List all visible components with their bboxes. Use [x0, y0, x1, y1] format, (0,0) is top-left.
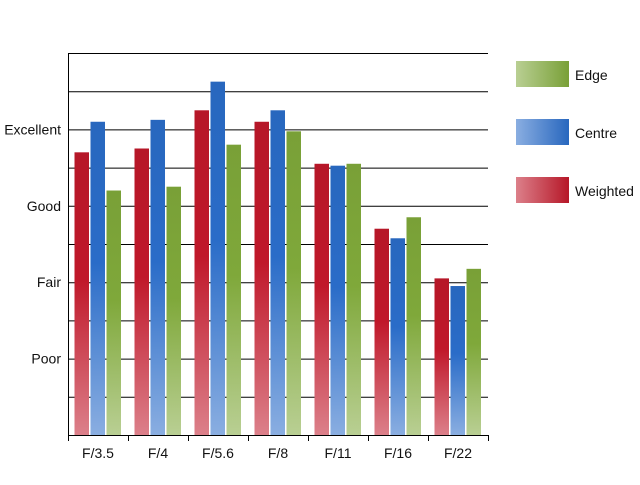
bar-edge-f-11 [346, 163, 361, 435]
x-tick-label-f-16: F/16 [384, 445, 412, 461]
y-tick-label-poor: Poor [31, 351, 61, 367]
bar-centre-f-11 [330, 165, 345, 435]
bar-edge-f-22 [466, 268, 481, 435]
bar-edge-f-5-6 [226, 144, 241, 435]
bar-weighted-f-4 [134, 148, 149, 435]
x-tick-labels: F/3.5 F/4 F/5.6 F/8 F/11 F/16 F/22 [82, 445, 472, 461]
legend-swatch-weighted [516, 177, 569, 203]
legend-label-edge: Edge [575, 67, 608, 83]
bar-centre-f-3-5 [90, 121, 105, 435]
y-tick-label-fair: Fair [37, 274, 61, 290]
x-tick-label-f-11: F/11 [325, 445, 352, 461]
bar-weighted-f-3-5 [74, 152, 89, 435]
bar-centre-f-22 [450, 286, 465, 435]
axes [68, 53, 489, 441]
x-tick-label-f-3-5: F/3.5 [82, 445, 114, 461]
bar-centre-f-5-6 [210, 81, 225, 436]
bar-edge-f-8 [286, 131, 301, 435]
x-tick-label-f-22: F/22 [444, 445, 472, 461]
y-tick-labels: Poor Fair Good Excellent [4, 121, 61, 366]
x-tick-label-f-4: F/4 [148, 445, 168, 461]
legend: Edge Centre Weighted [516, 61, 634, 203]
bar-weighted-f-22 [434, 278, 449, 435]
bar-centre-f-8 [270, 110, 285, 436]
y-tick-label-excellent: Excellent [4, 121, 61, 137]
bar-edge-f-3-5 [106, 190, 121, 435]
y-tick-label-good: Good [27, 198, 61, 214]
x-tick-label-f-8: F/8 [268, 445, 288, 461]
bar-centre-f-4 [150, 119, 165, 435]
bars [74, 81, 481, 436]
legend-swatch-edge [516, 61, 569, 87]
bar-edge-f-16 [406, 217, 421, 435]
legend-label-centre: Centre [575, 125, 617, 141]
bar-weighted-f-16 [374, 228, 389, 435]
bar-weighted-f-11 [314, 163, 329, 435]
legend-label-weighted: Weighted [575, 183, 634, 199]
bar-centre-f-16 [390, 238, 405, 435]
legend-swatch-centre [516, 119, 569, 145]
bar-weighted-f-8 [254, 121, 269, 435]
bar-weighted-f-5-6 [194, 110, 209, 436]
x-tick-label-f-5-6: F/5.6 [202, 445, 234, 461]
bar-edge-f-4 [166, 186, 181, 435]
